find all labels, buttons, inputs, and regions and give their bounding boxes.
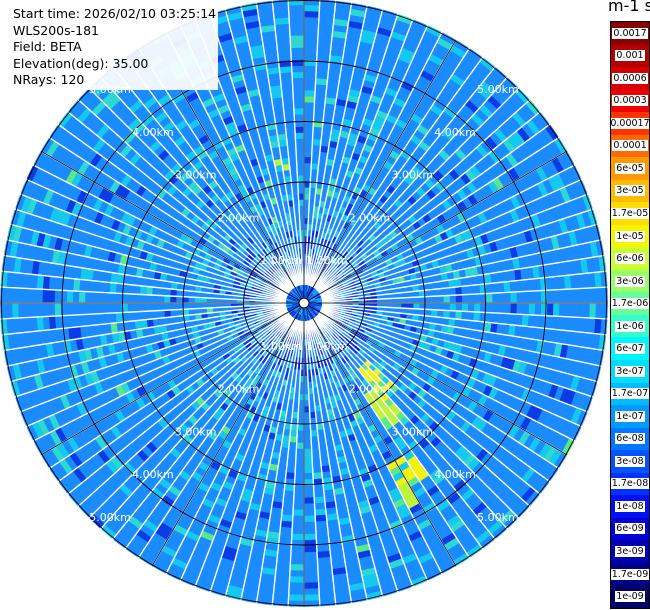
colorbar-cell: 6e-09 xyxy=(611,517,649,541)
colorbar-label: 1.7e-05 xyxy=(611,208,649,220)
colorbar-label: 3e-07 xyxy=(615,365,645,377)
colorbar: 0.0017 0.001 0.0006 0.0003 0.00017 0.0001 6e-0… xyxy=(610,21,650,609)
colorbar-cell: 3e-06 xyxy=(611,269,649,293)
colorbar-cell: 1e-06 xyxy=(611,314,649,338)
colorbar-cell: 1.7e-06 xyxy=(611,292,649,315)
colorbar-label: 3e-05 xyxy=(615,185,645,197)
colorbar-label: 6e-06 xyxy=(615,253,645,265)
colorbar-cell: 6e-05 xyxy=(611,157,649,180)
range-ring-labels: 1.00km 1.00km 1.00km 1.00km 2.00km 2.00km 2.00… xyxy=(89,83,518,524)
range-ring-label: 5.00km xyxy=(477,511,519,524)
field-text: Field: BETA xyxy=(13,39,82,55)
colorbar-cell: 0.00017 xyxy=(611,112,649,135)
colorbar-label: 3e-08 xyxy=(615,455,645,467)
range-ring-label: 5.00km xyxy=(89,511,131,524)
range-ring-label: 1.00km xyxy=(306,254,348,267)
colorbar-cell: 6e-07 xyxy=(611,337,649,360)
colorbar-label: 0.00017 xyxy=(611,117,649,129)
colorbar-cell: 1.7e-08 xyxy=(611,472,649,496)
colorbar-title: m-1 sr-1 xyxy=(608,0,650,15)
colorbar-cell: 3e-08 xyxy=(611,450,649,473)
colorbar-label: 1e-06 xyxy=(615,320,645,332)
colorbar-cell: 3e-09 xyxy=(611,540,649,563)
start-time-text: Start time: 2026/02/10 03:25:14 xyxy=(13,6,217,21)
colorbar-label: 3e-06 xyxy=(615,275,645,287)
colorbar-label: 6e-09 xyxy=(615,523,645,535)
colorbar-cell: 0.0001 xyxy=(611,134,649,158)
colorbar-label: 1e-09 xyxy=(615,591,645,603)
range-ring-label: 4.00km xyxy=(434,126,476,139)
colorbar-label: 0.0006 xyxy=(612,72,648,84)
colorbar-label: 1.7e-09 xyxy=(611,568,649,580)
colorbar-label: 0.001 xyxy=(615,50,645,62)
colorbar-label: 1.7e-07 xyxy=(611,388,649,400)
colorbar-label: 1e-08 xyxy=(615,500,645,512)
range-ring-label: 2.00km xyxy=(349,212,391,225)
radar-center-marker xyxy=(298,297,310,309)
range-ring-label: 5.00km xyxy=(477,83,519,96)
colorbar-cell: 3e-07 xyxy=(611,359,649,383)
range-ring-label: 2.00km xyxy=(218,212,260,225)
colorbar-cell: 1.7e-05 xyxy=(611,202,649,225)
instrument-name: WLS200s-181 xyxy=(13,22,99,38)
colorbar-cell: 0.0003 xyxy=(611,89,649,113)
range-ring-label: 1.00km xyxy=(260,340,302,353)
field-cells-cyan xyxy=(0,0,607,601)
colorbar-cell: 0.0017 xyxy=(611,22,649,45)
colorbar-cell: 1e-08 xyxy=(611,495,649,518)
colorbar-label: 1.7e-08 xyxy=(611,478,649,490)
azimuth-line xyxy=(0,0,608,607)
range-ring-label: 2.00km xyxy=(349,383,391,396)
range-ring-label: 2.00km xyxy=(218,383,260,396)
colorbar-cell: 6e-08 xyxy=(611,427,649,451)
colorbar-cell: 6e-06 xyxy=(611,247,649,270)
field-cells-yellow xyxy=(357,360,430,488)
scan-info-box: Start time: 2026/02/10 03:25:14 WLS200s-… xyxy=(12,6,219,90)
range-ring-label: 1.00km xyxy=(260,254,302,267)
range-ring-label: 3.00km xyxy=(175,425,217,438)
colorbar-cell: 3e-05 xyxy=(611,179,649,203)
colorbar-cell: 1.7e-09 xyxy=(611,562,649,586)
colorbar-cell: 1e-07 xyxy=(611,405,649,428)
colorbar-label: 6e-08 xyxy=(615,433,645,445)
colorbar-label: 6e-07 xyxy=(615,343,645,355)
range-ring-label: 3.00km xyxy=(175,169,217,182)
colorbar-label: 3e-09 xyxy=(615,545,645,557)
range-ring-label: 4.00km xyxy=(132,468,174,481)
colorbar-cell: 1.7e-07 xyxy=(611,382,649,406)
colorbar-label: 1e-07 xyxy=(615,410,645,422)
range-ring-label: 1.00km xyxy=(306,340,348,353)
nrays-text: NRays: 120 xyxy=(13,72,85,88)
colorbar-cell: 1e-09 xyxy=(611,585,649,608)
colorbar-cell: 0.001 xyxy=(611,44,649,68)
colorbar-cell: 1e-05 xyxy=(611,224,649,248)
azimuth-lines xyxy=(0,0,608,607)
range-ring-label: 3.00km xyxy=(392,169,434,182)
colorbar-label: 6e-05 xyxy=(615,162,645,174)
range-ring-label: 3.00km xyxy=(392,425,434,438)
range-ring-label: 4.00km xyxy=(132,126,174,139)
colorbar-label: 0.0003 xyxy=(612,95,648,107)
colorbar-label: 0.0001 xyxy=(612,140,648,152)
colorbar-cell: 0.0006 xyxy=(611,67,649,90)
colorbar-label: 0.0017 xyxy=(612,27,648,39)
colorbar-label: 1e-05 xyxy=(615,230,645,242)
elevation-text: Elevation(deg): 35.00 xyxy=(13,55,149,71)
colorbar-label: 1.7e-06 xyxy=(611,298,649,310)
range-ring-label: 4.00km xyxy=(434,468,476,481)
